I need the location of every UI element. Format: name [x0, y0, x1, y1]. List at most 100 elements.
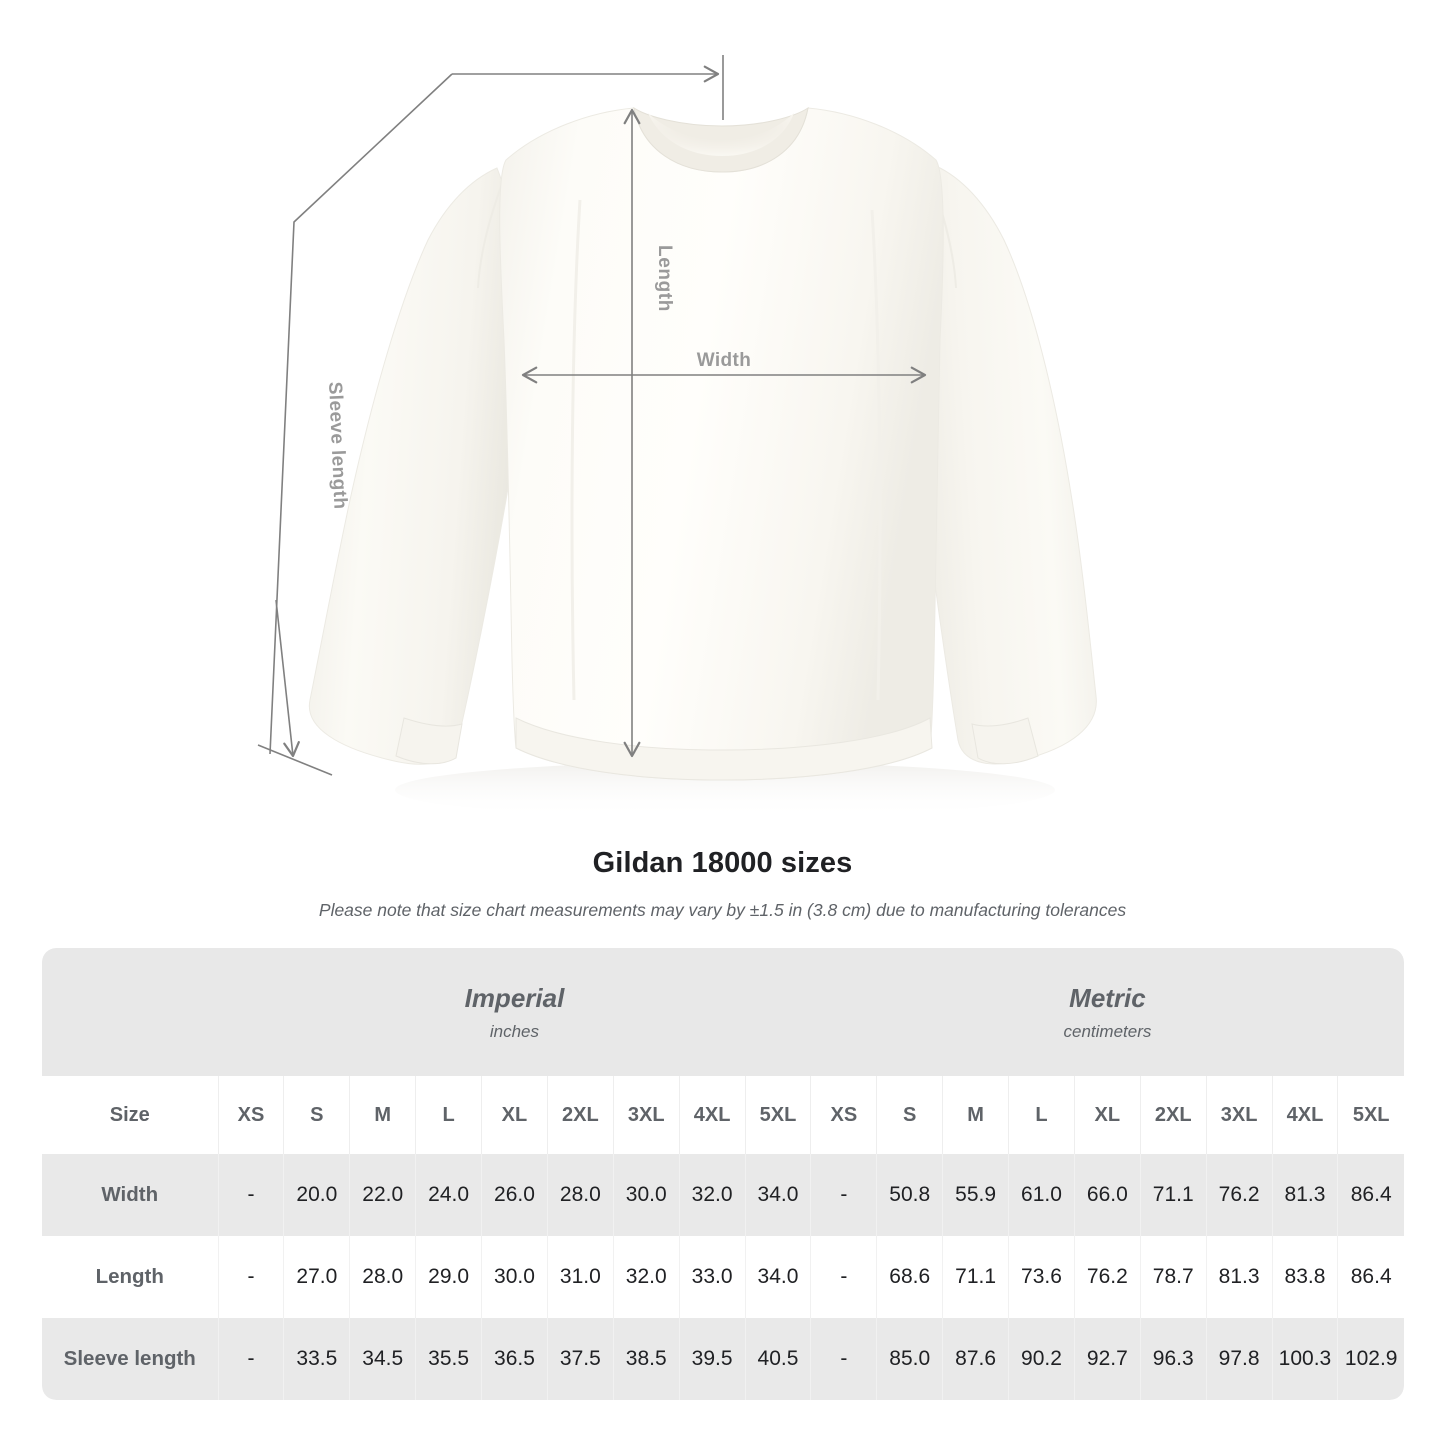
- size-header-imperial-3xl: 3XL: [612, 1076, 680, 1154]
- sleeve-length-diagonal: [269, 73, 453, 755]
- cell-imperial-sleeve-length-2xl: 37.5: [546, 1318, 614, 1400]
- cell-metric-sleeve-length-4xl: 100.3: [1271, 1318, 1338, 1400]
- size-header-imperial-4xl: 4XL: [678, 1076, 746, 1154]
- width-label: Width: [697, 350, 752, 371]
- cell-imperial-sleeve-length-5xl: 40.5: [744, 1318, 811, 1400]
- sleeve-length-label: Sleeve length: [324, 381, 351, 509]
- cell-metric-sleeve-length-xs: -: [810, 1318, 877, 1400]
- cell-imperial-width-3xl: 30.0: [612, 1154, 680, 1236]
- unit-group-metric: Metric centimeters: [810, 948, 1404, 1076]
- cell-imperial-sleeve-length-m: 34.5: [349, 1318, 416, 1400]
- cell-imperial-width-l: 24.0: [415, 1154, 482, 1236]
- cell-metric-length-m: 71.1: [942, 1236, 1009, 1318]
- cell-imperial-length-xl: 30.0: [481, 1236, 548, 1318]
- size-header-metric-m: M: [942, 1076, 1009, 1154]
- size-header-imperial-m: M: [349, 1076, 416, 1154]
- title-block: Gildan 18000 sizes Please note that size…: [0, 846, 1445, 921]
- size-header-imperial-5xl: 5XL: [744, 1076, 811, 1154]
- size-header-metric-3xl: 3XL: [1205, 1076, 1273, 1154]
- cell-metric-length-4xl: 83.8: [1271, 1236, 1338, 1318]
- cell-imperial-width-xl: 26.0: [481, 1154, 548, 1236]
- cell-imperial-length-2xl: 31.0: [546, 1236, 614, 1318]
- size-header-imperial-xl: XL: [481, 1076, 548, 1154]
- cell-metric-width-2xl: 71.1: [1139, 1154, 1207, 1236]
- table-row: Width -20.0 22.0 24.0 26.0 28.0 30.0 32.0 34.0-5…: [42, 1154, 1404, 1236]
- sleeve-length-bottom-tick: [257, 744, 333, 776]
- size-header-metric-5xl: 5XL: [1337, 1076, 1404, 1154]
- fabric-fold: [570, 199, 582, 701]
- size-header-imperial-xs: XS: [217, 1076, 284, 1154]
- cell-imperial-length-4xl: 33.0: [678, 1236, 746, 1318]
- cell-metric-sleeve-length-xl: 92.7: [1073, 1318, 1141, 1400]
- garment-shadow: [395, 762, 1055, 818]
- sweatshirt-body: [499, 107, 944, 781]
- cell-metric-sleeve-length-l: 90.2: [1008, 1318, 1075, 1400]
- cell-imperial-width-xs: -: [217, 1154, 284, 1236]
- cell-metric-length-5xl: 86.4: [1337, 1236, 1404, 1318]
- table-row: Length -27.0 28.0 29.0 30.0 31.0 32.0 33.0 34.0-…: [42, 1236, 1404, 1318]
- size-header-metric-l: L: [1008, 1076, 1075, 1154]
- row-label-length: Length: [42, 1236, 219, 1318]
- size-header-label: Size: [42, 1076, 219, 1154]
- cell-metric-width-s: 50.8: [876, 1154, 943, 1236]
- fabric-fold: [870, 209, 882, 701]
- cell-imperial-sleeve-length-s: 33.5: [283, 1318, 350, 1400]
- tolerance-note: Please note that size chart measurements…: [318, 900, 1127, 920]
- left-cuff: [395, 717, 463, 765]
- size-chart-table: Imperial inches Metric centimeters Size XS S M L…: [42, 948, 1404, 1400]
- unit-group-subtitle: inches: [489, 1021, 540, 1041]
- cell-imperial-length-l: 29.0: [415, 1236, 482, 1318]
- bottom-hem: [515, 717, 933, 781]
- size-header-imperial-l: L: [415, 1076, 482, 1154]
- measurement-lines: Length Width Sleeve length: [257, 55, 927, 776]
- size-header-metric-xs: XS: [810, 1076, 877, 1154]
- cell-imperial-sleeve-length-4xl: 39.5: [678, 1318, 746, 1400]
- size-header-metric-xl: XL: [1073, 1076, 1141, 1154]
- cell-imperial-sleeve-length-xl: 36.5: [481, 1318, 548, 1400]
- left-sleeve: [308, 167, 529, 765]
- cell-metric-width-xs: -: [810, 1154, 877, 1236]
- cell-metric-width-xl: 66.0: [1073, 1154, 1141, 1236]
- cell-imperial-width-m: 22.0: [349, 1154, 416, 1236]
- cell-metric-sleeve-length-m: 87.6: [942, 1318, 1009, 1400]
- cell-imperial-width-s: 20.0: [283, 1154, 350, 1236]
- garment-diagram: Length Width Sleeve length: [257, 55, 1097, 818]
- cell-metric-length-s: 68.6: [876, 1236, 943, 1318]
- cell-metric-sleeve-length-2xl: 96.3: [1139, 1318, 1207, 1400]
- unit-group-name: Imperial: [464, 982, 565, 1013]
- sweatshirt-measurement-illustration: Length Width Sleeve length: [257, 55, 1097, 818]
- unit-system-header-row: Imperial inches Metric centimeters: [42, 948, 1404, 1076]
- length-label: Length: [654, 245, 675, 312]
- cell-metric-sleeve-length-s: 85.0: [876, 1318, 943, 1400]
- size-header-imperial-s: S: [283, 1076, 350, 1154]
- cell-imperial-length-xs: -: [217, 1236, 284, 1318]
- cell-imperial-sleeve-length-3xl: 38.5: [612, 1318, 680, 1400]
- size-header-row: Size XS S M L XL 2XL 3XL 4XL 5XL XS S M L XL 2XL 3XL 4XL 5…: [42, 1076, 1404, 1154]
- cell-imperial-length-m: 28.0: [349, 1236, 416, 1318]
- cell-metric-width-3xl: 76.2: [1205, 1154, 1273, 1236]
- cell-metric-sleeve-length-5xl: 102.9: [1337, 1318, 1404, 1400]
- size-header-metric-2xl: 2XL: [1139, 1076, 1207, 1154]
- cell-imperial-sleeve-length-l: 35.5: [415, 1318, 482, 1400]
- unit-group-imperial: Imperial inches: [218, 948, 811, 1076]
- cell-imperial-width-4xl: 32.0: [678, 1154, 746, 1236]
- cell-metric-length-2xl: 78.7: [1139, 1236, 1207, 1318]
- cell-metric-length-xl: 76.2: [1073, 1236, 1141, 1318]
- cell-imperial-length-s: 27.0: [283, 1236, 350, 1318]
- cell-metric-width-l: 61.0: [1008, 1154, 1075, 1236]
- cell-imperial-width-2xl: 28.0: [546, 1154, 614, 1236]
- collar-inner: [648, 113, 794, 156]
- size-chart-table-wrapper: Imperial inches Metric centimeters Size XS S M L…: [42, 948, 1404, 1400]
- cell-imperial-sleeve-length-xs: -: [217, 1318, 284, 1400]
- row-label-sleeve-length: Sleeve length: [42, 1318, 219, 1400]
- size-header-metric-4xl: 4XL: [1271, 1076, 1338, 1154]
- cell-metric-length-xs: -: [810, 1236, 877, 1318]
- page-title: Gildan 18000 sizes: [592, 847, 853, 879]
- right-cuff: [971, 717, 1039, 765]
- cell-metric-length-3xl: 81.3: [1205, 1236, 1273, 1318]
- size-header-imperial-2xl: 2XL: [546, 1076, 614, 1154]
- cell-imperial-length-5xl: 34.0: [744, 1236, 811, 1318]
- cell-metric-length-l: 73.6: [1008, 1236, 1075, 1318]
- cell-metric-sleeve-length-3xl: 97.8: [1205, 1318, 1273, 1400]
- unit-group-subtitle: centimeters: [1063, 1021, 1152, 1041]
